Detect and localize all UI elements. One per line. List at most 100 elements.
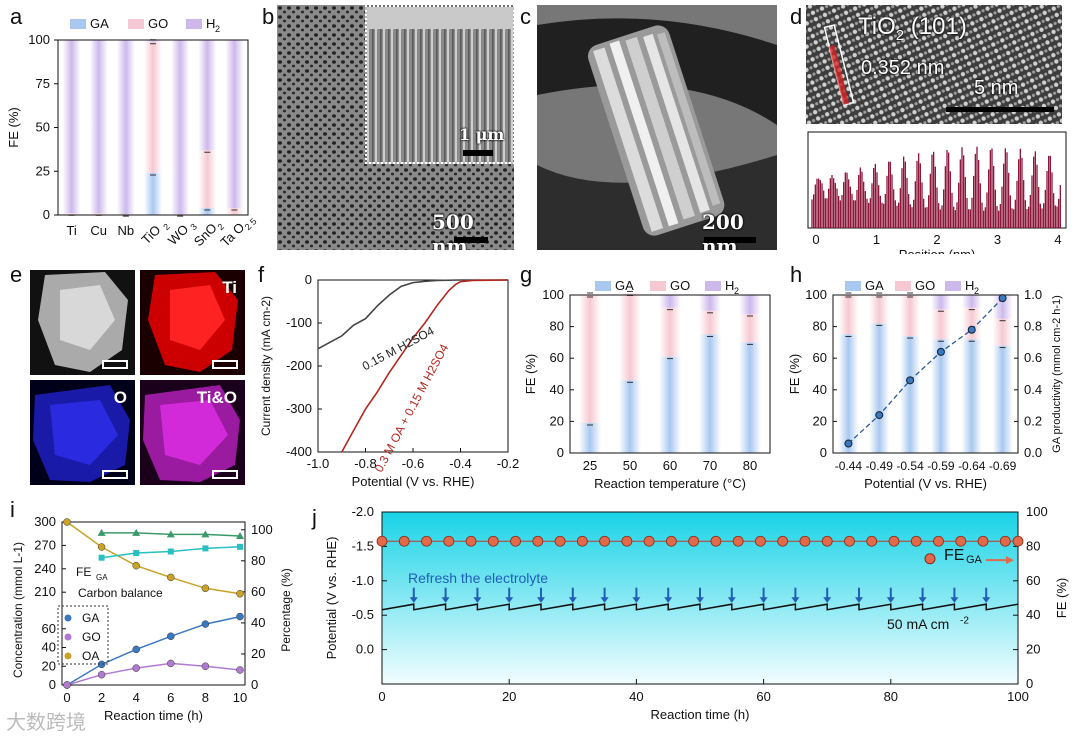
bar-GA--0.44	[838, 334, 859, 453]
a-xtick-sub-WO3: 3	[188, 222, 199, 233]
j-refresh-arrowhead-95	[982, 597, 991, 603]
h-xtick-label--0.64: -0.64	[958, 459, 986, 473]
bar-GO-80	[739, 313, 761, 343]
i-xtick-label-4: 4	[133, 690, 140, 705]
a-ytick-label-25: 25	[36, 163, 50, 178]
bar-H2-Cu	[89, 40, 108, 214]
j-fe-point	[933, 535, 944, 547]
panel-letter-f: f	[258, 262, 265, 287]
j-fe-point	[866, 535, 878, 547]
j-fe-point	[621, 535, 633, 547]
panel-d-profile: 0 1 2 3 4 Position (nm)	[807, 131, 1067, 254]
i-point-carbon	[132, 528, 141, 536]
j-y2tick-label-0: 0	[1026, 676, 1033, 691]
f-curve-1	[317, 279, 508, 350]
h-xtick-label--0.69: -0.69	[989, 459, 1017, 473]
bar-GA-60	[659, 356, 681, 453]
eds-scale-bar-2	[212, 360, 238, 369]
h-xtick-label--0.59: -0.59	[927, 459, 955, 473]
i-y2tick-label-80: 80	[251, 553, 265, 568]
overlay-map-shape	[143, 385, 240, 482]
i-point-OA	[97, 543, 106, 551]
i-point-FE_GA	[202, 545, 209, 552]
i-point-GA	[201, 620, 210, 628]
g-xlabel: Reaction temperature (°C)	[594, 476, 746, 491]
eds-o-map: O	[30, 380, 135, 485]
bar-GA-80	[739, 342, 761, 453]
j-fe-point	[443, 535, 455, 547]
bar-H2-TiO2	[144, 40, 162, 42]
g-xtick-label-60: 60	[663, 458, 677, 473]
j-ylabel: Potential (V vs. RHE)	[324, 537, 339, 660]
g-xtick-label-70: 70	[703, 458, 717, 473]
bar-GA-50	[619, 380, 641, 453]
a-legend-swatch-GO	[128, 19, 144, 29]
lattice-material: TiO	[858, 13, 896, 40]
eds-label-ti-o: Ti&O	[196, 388, 237, 407]
h-xlabel: Potential (V vs. RHE)	[864, 476, 987, 491]
sem-inset-cross-section: 1 μm	[365, 5, 514, 164]
f-xtick-label--0.2: -0.2	[497, 456, 519, 471]
d-xtick-label-4: 4	[1054, 232, 1061, 247]
j-ytick-label--1.0: -1.0	[352, 573, 374, 588]
f-ytick-label--200: -200	[286, 358, 312, 373]
bar-H2-70	[699, 295, 721, 311]
i-xtick-label-6: 6	[167, 690, 174, 705]
j-refresh-arrowhead-20	[505, 597, 514, 603]
f-xtick-label--0.4: -0.4	[449, 456, 471, 471]
j-refresh-arrowhead-25	[537, 597, 545, 603]
f-ytick-label--400: -400	[286, 444, 312, 459]
nanotube-texture	[367, 7, 513, 162]
j-axes-frame	[381, 511, 1019, 685]
h-ylabel: FE (%)	[787, 354, 802, 394]
h-y2tick-label-1.0: 1.0	[1024, 287, 1042, 302]
h-y2tick-label-0.2: 0.2	[1024, 413, 1042, 428]
bar-H2--0.64	[961, 295, 982, 308]
bar-GA--0.64	[961, 339, 982, 453]
j-y2tick-label-100: 100	[1026, 504, 1048, 519]
i-y2tick-label-40: 40	[251, 615, 265, 630]
j-ytick-label--2.0: -2.0	[352, 504, 374, 519]
i-legend-marker-GA	[64, 614, 72, 622]
j-fe-point	[376, 535, 388, 547]
j-refresh-arrowhead-30	[568, 597, 577, 603]
j-xtick-label-100: 100	[1007, 689, 1029, 704]
d-xtick-label-1: 1	[873, 232, 880, 247]
h-productivity-point--0.49	[875, 411, 884, 420]
j-y2tick-label-20: 20	[1026, 642, 1040, 657]
bar-GO--0.64	[961, 307, 982, 340]
h-productivity-point--0.64	[967, 325, 976, 334]
tem-scale-bar	[704, 237, 756, 243]
j-fe-point	[1012, 535, 1024, 547]
h-legend-swatch-GA	[845, 281, 861, 291]
j-xtick-label-80: 80	[884, 689, 898, 704]
watermark-text: 大数跨境	[6, 712, 86, 734]
i-axes-frame	[61, 521, 246, 686]
j-y2label: FE (%)	[1054, 578, 1069, 618]
h-productivity-point--0.44	[844, 439, 853, 448]
a-ytick-label-75: 75	[36, 76, 50, 91]
bar-GO-SnO2	[198, 150, 217, 208]
eds-scale-bar-1	[102, 360, 128, 369]
f-ytick-label--300: -300	[286, 401, 312, 416]
h-y2label: GA productivity (mmol cm-2 h-1)	[1051, 295, 1063, 453]
i-y2tick-label-0: 0	[251, 677, 258, 692]
j-xtick-label-60: 60	[756, 689, 770, 704]
i-point-OA	[201, 584, 210, 593]
bar-GO--0.59	[930, 309, 951, 340]
i-ylabel: Concentration (mmol L-1)	[11, 542, 25, 678]
a-legend-label-GA: GA	[90, 16, 109, 31]
h-ytick-label-20: 20	[813, 413, 827, 428]
j-fe-point	[999, 535, 1011, 547]
a-ytick-label-50: 50	[36, 120, 50, 135]
haadf-particle	[38, 272, 128, 372]
h-ytick-label-100: 100	[805, 287, 827, 302]
i-ytick-label-210: 210	[34, 584, 56, 599]
j-potential-trace	[381, 603, 1019, 611]
bar-GA--0.54	[900, 336, 921, 453]
j-fe-label: FE	[944, 547, 964, 564]
j-xtick-label-0: 0	[378, 689, 385, 704]
bar-GA-25	[579, 422, 601, 453]
j-fe-arrowhead	[1006, 556, 1014, 565]
i-point-carbon	[201, 530, 210, 538]
